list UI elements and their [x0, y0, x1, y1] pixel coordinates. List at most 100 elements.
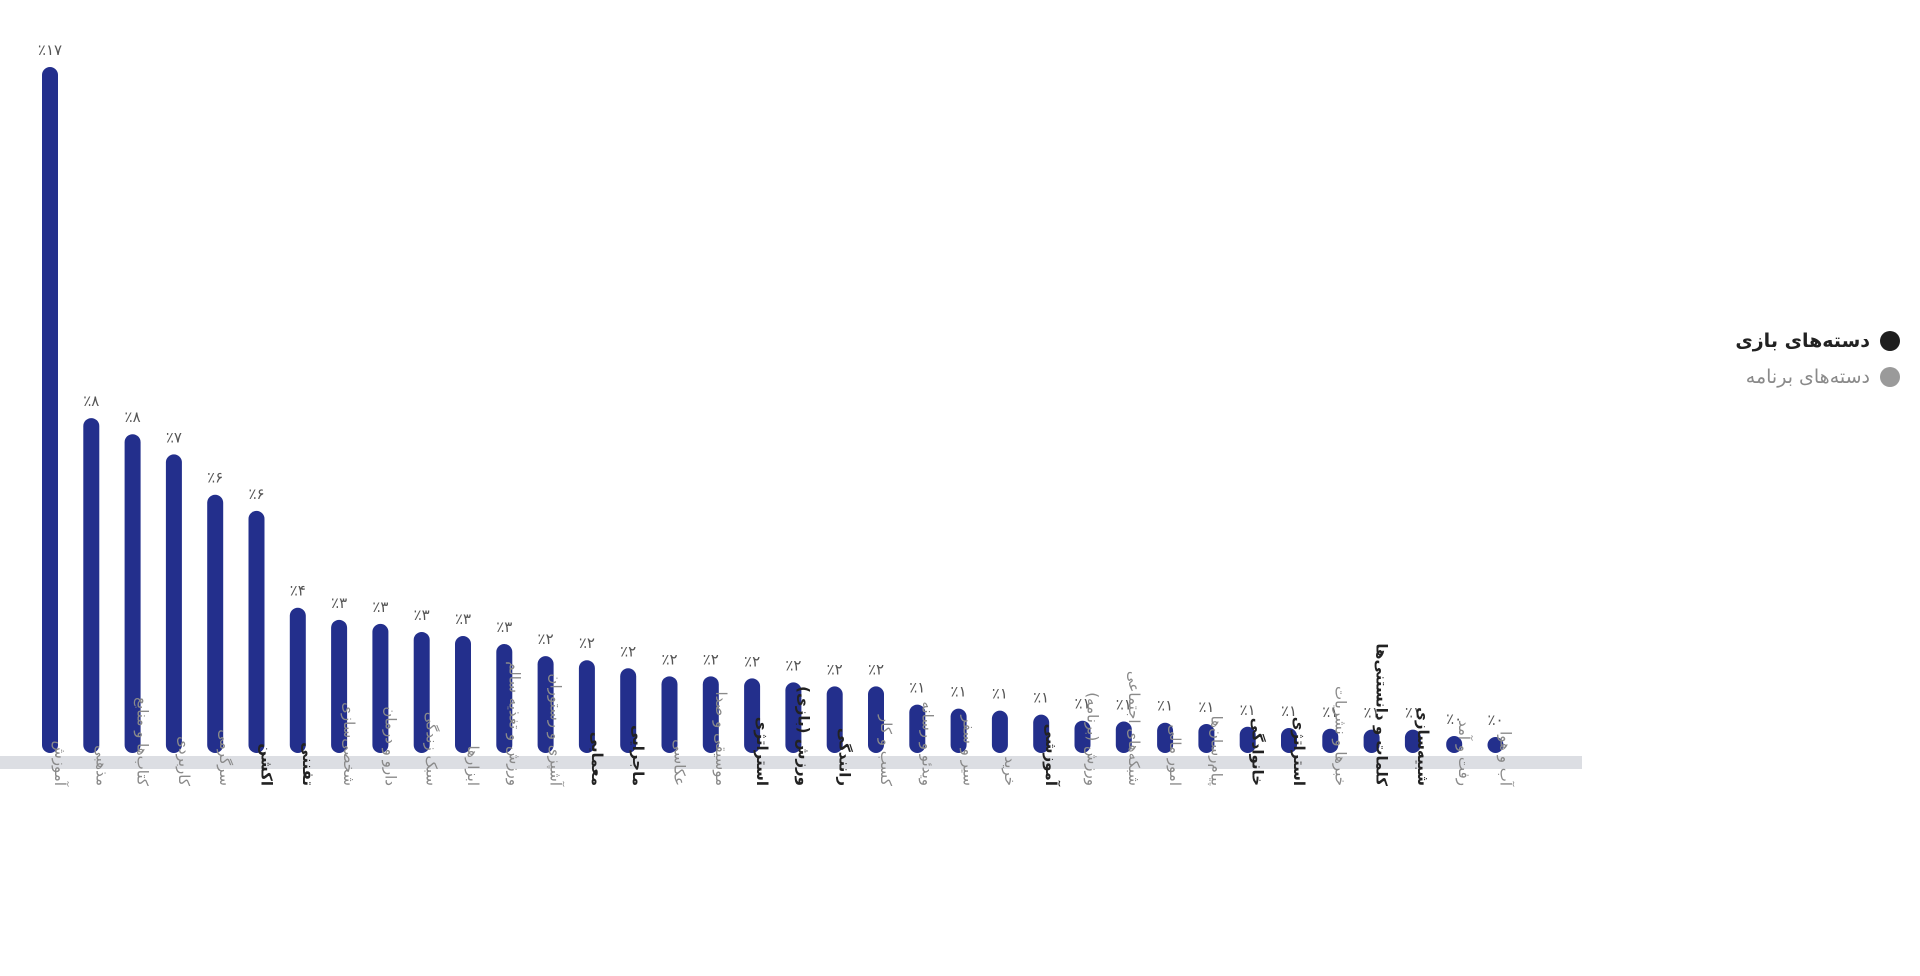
- bar: [1487, 737, 1504, 753]
- x-tick-label: خبرها و نشریات: [1331, 686, 1349, 786]
- bar: [413, 631, 430, 753]
- bar: [331, 619, 348, 753]
- bar-value-label: ٪۱: [1240, 701, 1256, 719]
- bar: [1198, 723, 1215, 753]
- legend-dot-game: [1880, 331, 1900, 351]
- x-tick-label: معمایی: [588, 732, 606, 786]
- bar-value-label: ٪۲: [579, 634, 595, 652]
- bar-value-label: ٪۲: [661, 650, 677, 668]
- bar: [289, 607, 306, 753]
- bar-value-label: ٪۳: [331, 594, 347, 612]
- bar-value-label: ٪۲: [620, 642, 636, 660]
- bar: [868, 686, 884, 753]
- x-axis-baseline: [0, 756, 1582, 769]
- bar: [207, 494, 224, 753]
- bar: [455, 635, 471, 753]
- bar-value-label: ٪۱: [1364, 704, 1380, 722]
- x-tick-label: سیر و سفر: [960, 714, 978, 786]
- bar-value-label: ٪۳: [455, 610, 471, 628]
- legend-item-game-categories: دسته‌های بازی: [1660, 330, 1900, 352]
- x-tick-label: رفت و آمد: [1455, 720, 1473, 786]
- bar-value-label: ٪۶: [248, 485, 264, 503]
- bar: [578, 660, 595, 753]
- x-tick-label: خانوادگی: [1249, 718, 1267, 786]
- bar: [909, 704, 926, 753]
- x-tick-label: سبک زندگی: [423, 712, 441, 786]
- x-tick-label: استراتژی: [753, 717, 771, 786]
- x-tick-label: کلمات و دانستنی‌ها: [1373, 643, 1391, 786]
- bar-value-label: ٪۲: [744, 652, 760, 670]
- x-tick-label: پیام‌رسان‌ها: [1206, 716, 1225, 786]
- bar: [1446, 736, 1463, 753]
- bar-value-label: ٪۱: [1074, 695, 1090, 713]
- bar: [1404, 729, 1421, 753]
- bar-value-label: ٪۶: [207, 469, 223, 487]
- bar: [950, 708, 967, 753]
- bar: [1074, 720, 1091, 753]
- x-tick-label: کتاب‌ها و منابع: [134, 697, 152, 787]
- x-tick-label: ورزش (بازی): [794, 686, 812, 786]
- bar: [744, 678, 761, 753]
- x-tick-label: شبیه‌سازی: [1414, 707, 1432, 786]
- bar-value-label: ٪۱: [992, 685, 1008, 703]
- bar: [991, 710, 1008, 753]
- x-tick-label: ورزش (برنامه): [1084, 692, 1102, 786]
- x-tick-label: تفننی: [299, 742, 317, 786]
- bar: [1033, 714, 1050, 753]
- bar: [1322, 728, 1339, 753]
- x-tick-label: خرید: [1001, 756, 1019, 786]
- x-tick-label: ماجرایی: [629, 725, 647, 786]
- legend-label-app: دسته‌های برنامه: [1745, 366, 1870, 388]
- bar: [124, 434, 141, 753]
- bar: [165, 454, 182, 753]
- bar-value-label: ٪۳: [414, 606, 430, 624]
- bar-value-label: ٪۴: [290, 582, 306, 600]
- bar: [1239, 726, 1256, 753]
- bar: [42, 67, 58, 753]
- bar-value-label: ٪۱۷: [38, 41, 62, 59]
- bar: [620, 668, 637, 753]
- x-tick-label: سرگرمی: [216, 729, 234, 786]
- bar-value-label: ٪۷: [166, 428, 182, 446]
- bar-value-label: ٪۱: [1405, 704, 1421, 722]
- x-tick-label: آب و هوا: [1497, 731, 1515, 787]
- x-tick-label: رانندگی: [836, 728, 854, 786]
- legend-label-game: دسته‌های بازی: [1735, 330, 1870, 352]
- bar: [661, 676, 678, 753]
- x-tick-label: اکشن: [258, 743, 276, 786]
- bar-value-label: ٪۱: [1033, 689, 1049, 707]
- bar: [537, 656, 554, 753]
- bar-chart: ٪۱۷ آموزش ٪۸ مذهبی ٪۸ کتاب‌ها و منابع ٪۷ کاربرد…: [0, 41, 1582, 787]
- bar: [372, 623, 389, 753]
- bar: [1157, 722, 1174, 753]
- bar-value-label: ٪۲: [538, 630, 554, 648]
- bar: [1115, 721, 1132, 753]
- bar-value-label: ٪۱: [909, 679, 925, 697]
- x-tick-label: ابزارها: [464, 745, 482, 786]
- bar-value-label: ٪۲: [785, 656, 801, 674]
- bar-value-label: ٪۸: [125, 408, 141, 426]
- bar-value-label: ٪۰: [1487, 711, 1503, 729]
- x-tick-label: ویدئو و رسانه: [918, 701, 936, 786]
- legend-dot-app: [1880, 367, 1900, 387]
- bar-value-label: ٪۱: [951, 683, 967, 701]
- chart-legend: دسته‌های بازی دسته‌های برنامه: [1660, 330, 1900, 402]
- bar: [1281, 727, 1297, 753]
- bar-value-label: ٪۱: [1281, 702, 1297, 720]
- bar: [83, 418, 100, 753]
- x-tick-label: امور مالی: [1166, 724, 1184, 786]
- bar-value-label: ٪۰: [1446, 710, 1462, 728]
- bar-value-label: ٪۱: [1198, 698, 1214, 716]
- x-tick-label: دارو و درمان: [381, 706, 399, 786]
- x-tick-label: عکاسی: [671, 739, 689, 786]
- x-tick-label: مذهبی: [92, 745, 110, 786]
- bar-value-label: ٪۲: [868, 660, 884, 678]
- bar-value-label: ٪۸: [83, 392, 99, 410]
- x-tick-label: استراتژی: [1290, 717, 1308, 786]
- x-tick-label: کسب و کار: [877, 714, 895, 787]
- bar-value-label: ٪۲: [703, 650, 719, 668]
- x-tick-label: موسیقی و صدا: [712, 691, 730, 786]
- x-tick-label: کاربردی: [175, 736, 193, 787]
- bar-value-label: ٪۱: [1116, 696, 1132, 714]
- x-tick-label: آموزشی: [1042, 724, 1060, 787]
